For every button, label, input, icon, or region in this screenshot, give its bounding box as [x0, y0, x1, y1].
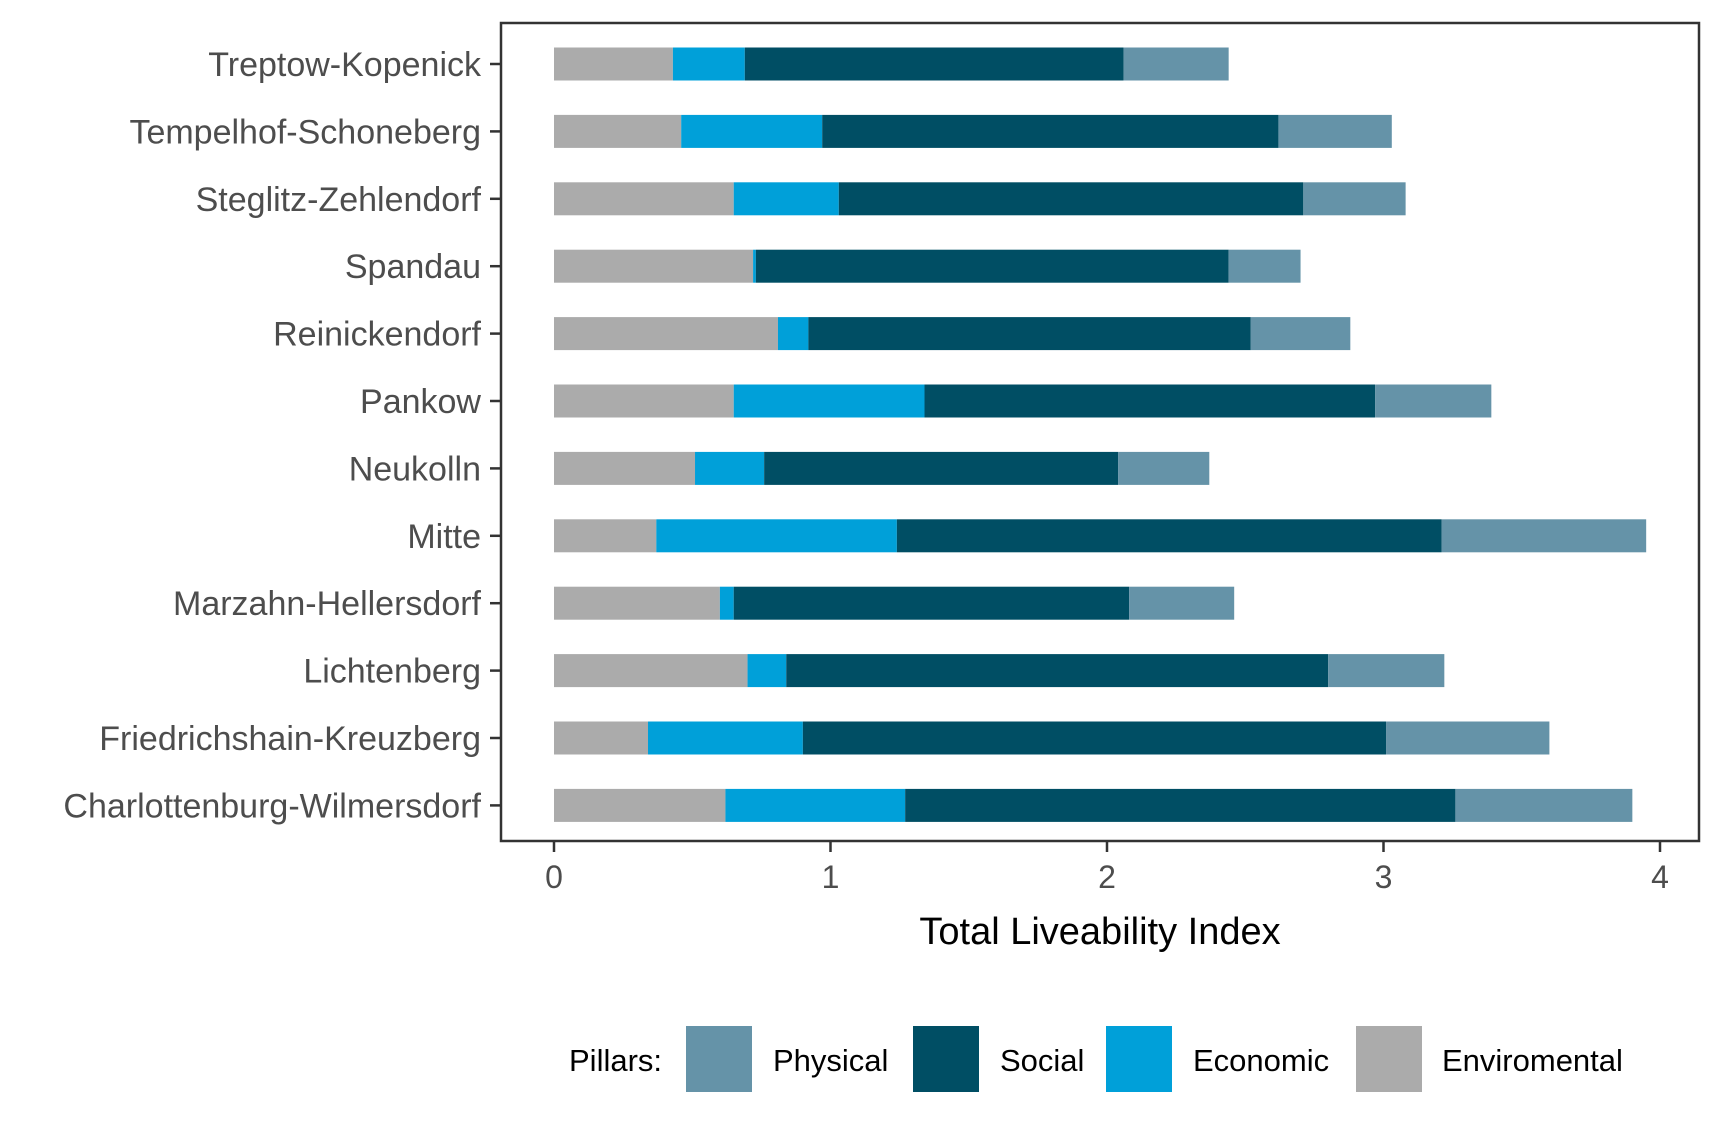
bar-tempelhof-schoneberg-social — [822, 114, 1279, 148]
bar-reinickendorf-social — [808, 317, 1251, 351]
bar-marzahn-hellersdorf-economic — [719, 586, 734, 620]
bar-steglitz-zehlendorf-economic — [733, 182, 839, 216]
category-label: Reinickendorf — [273, 316, 481, 354]
bar-treptow-kopenick-enviromental — [554, 47, 673, 81]
bar-pankow-social — [924, 384, 1376, 418]
x-tick-label: 2 — [1098, 859, 1116, 895]
bar-neukolln-physical — [1118, 451, 1210, 485]
bar-lichtenberg-physical — [1328, 654, 1445, 688]
x-tick-label: 4 — [1651, 859, 1669, 895]
legend-label-enviromental: Enviromental — [1442, 1043, 1623, 1078]
bar-pankow-economic — [733, 384, 925, 418]
legend-key-enviromental — [1356, 1026, 1422, 1092]
legend-label-social: Social — [1000, 1043, 1084, 1078]
bar-charlottenburg-wilmersdorf-social — [905, 788, 1456, 822]
bar-marzahn-hellersdorf-social — [733, 586, 1130, 620]
bar-lichtenberg-social — [786, 654, 1329, 688]
legend-key-social — [913, 1026, 979, 1092]
category-label: Marzahn-Hellersdorf — [173, 585, 482, 623]
bar-steglitz-zehlendorf-social — [838, 182, 1304, 216]
bar-charlottenburg-wilmersdorf-physical — [1455, 788, 1633, 822]
bar-pankow-physical — [1375, 384, 1492, 418]
bar-friedrichshain-kreuzberg-enviromental — [554, 721, 649, 755]
plot-panel-border — [499, 21, 1701, 843]
legend-key-economic — [1106, 1026, 1172, 1092]
bar-charlottenburg-wilmersdorf-economic — [725, 788, 906, 822]
category-label: Charlottenburg-Wilmersdorf — [63, 787, 481, 825]
bar-pankow-enviromental — [554, 384, 734, 418]
x-tick-label: 3 — [1375, 859, 1393, 895]
category-label: Pankow — [360, 383, 481, 421]
bar-tempelhof-schoneberg-enviromental — [554, 114, 682, 148]
bar-treptow-kopenick-social — [744, 47, 1124, 81]
bar-treptow-kopenick-physical — [1123, 47, 1229, 81]
bar-neukolln-social — [764, 451, 1119, 485]
bar-mitte-physical — [1441, 519, 1647, 553]
bar-spandau-enviromental — [554, 249, 754, 283]
category-label: Mitte — [407, 518, 481, 556]
bar-mitte-enviromental — [554, 519, 657, 553]
bar-reinickendorf-economic — [777, 317, 809, 351]
x-tick-label: 1 — [822, 859, 840, 895]
bar-mitte-social — [896, 519, 1442, 553]
bar-spandau-physical — [1228, 249, 1301, 283]
bar-neukolln-enviromental — [554, 451, 696, 485]
bar-tempelhof-schoneberg-physical — [1278, 114, 1392, 148]
bar-steglitz-zehlendorf-physical — [1303, 182, 1406, 216]
x-axis-title: Total Liveability Index — [919, 911, 1280, 953]
category-label: Tempelhof-Schoneberg — [129, 113, 481, 151]
legend-label-economic: Economic — [1193, 1043, 1329, 1078]
bar-lichtenberg-enviromental — [554, 654, 748, 688]
category-label: Neukolln — [349, 450, 481, 488]
legend-title: Pillars: — [569, 1043, 662, 1078]
bar-lichtenberg-economic — [747, 654, 787, 688]
category-label: Steglitz-Zehlendorf — [196, 181, 482, 219]
bar-marzahn-hellersdorf-enviromental — [554, 586, 720, 620]
category-label: Spandau — [345, 248, 481, 286]
bar-reinickendorf-enviromental — [554, 317, 778, 351]
bar-treptow-kopenick-economic — [672, 47, 745, 81]
bar-mitte-economic — [656, 519, 897, 553]
category-label: Lichtenberg — [303, 653, 481, 691]
legend-label-physical: Physical — [773, 1043, 888, 1078]
bar-reinickendorf-physical — [1250, 317, 1351, 351]
legend: Pillars: Physical Social Economic Enviroment… — [569, 1026, 1623, 1092]
bar-marzahn-hellersdorf-physical — [1129, 586, 1235, 620]
bar-friedrichshain-kreuzberg-economic — [648, 721, 803, 755]
bar-tempelhof-schoneberg-economic — [681, 114, 823, 148]
bar-spandau-economic — [753, 249, 756, 283]
bar-spandau-social — [755, 249, 1229, 283]
bar-neukolln-economic — [695, 451, 765, 485]
category-label: Treptow-Kopenick — [208, 46, 482, 84]
bar-friedrichshain-kreuzberg-physical — [1386, 721, 1550, 755]
bar-friedrichshain-kreuzberg-social — [802, 721, 1387, 755]
legend-key-physical — [686, 1026, 752, 1092]
bar-steglitz-zehlendorf-enviromental — [554, 182, 734, 216]
category-label: Friedrichshain-Kreuzberg — [99, 720, 481, 758]
bar-charlottenburg-wilmersdorf-enviromental — [554, 788, 726, 822]
x-tick-label: 0 — [545, 859, 563, 895]
